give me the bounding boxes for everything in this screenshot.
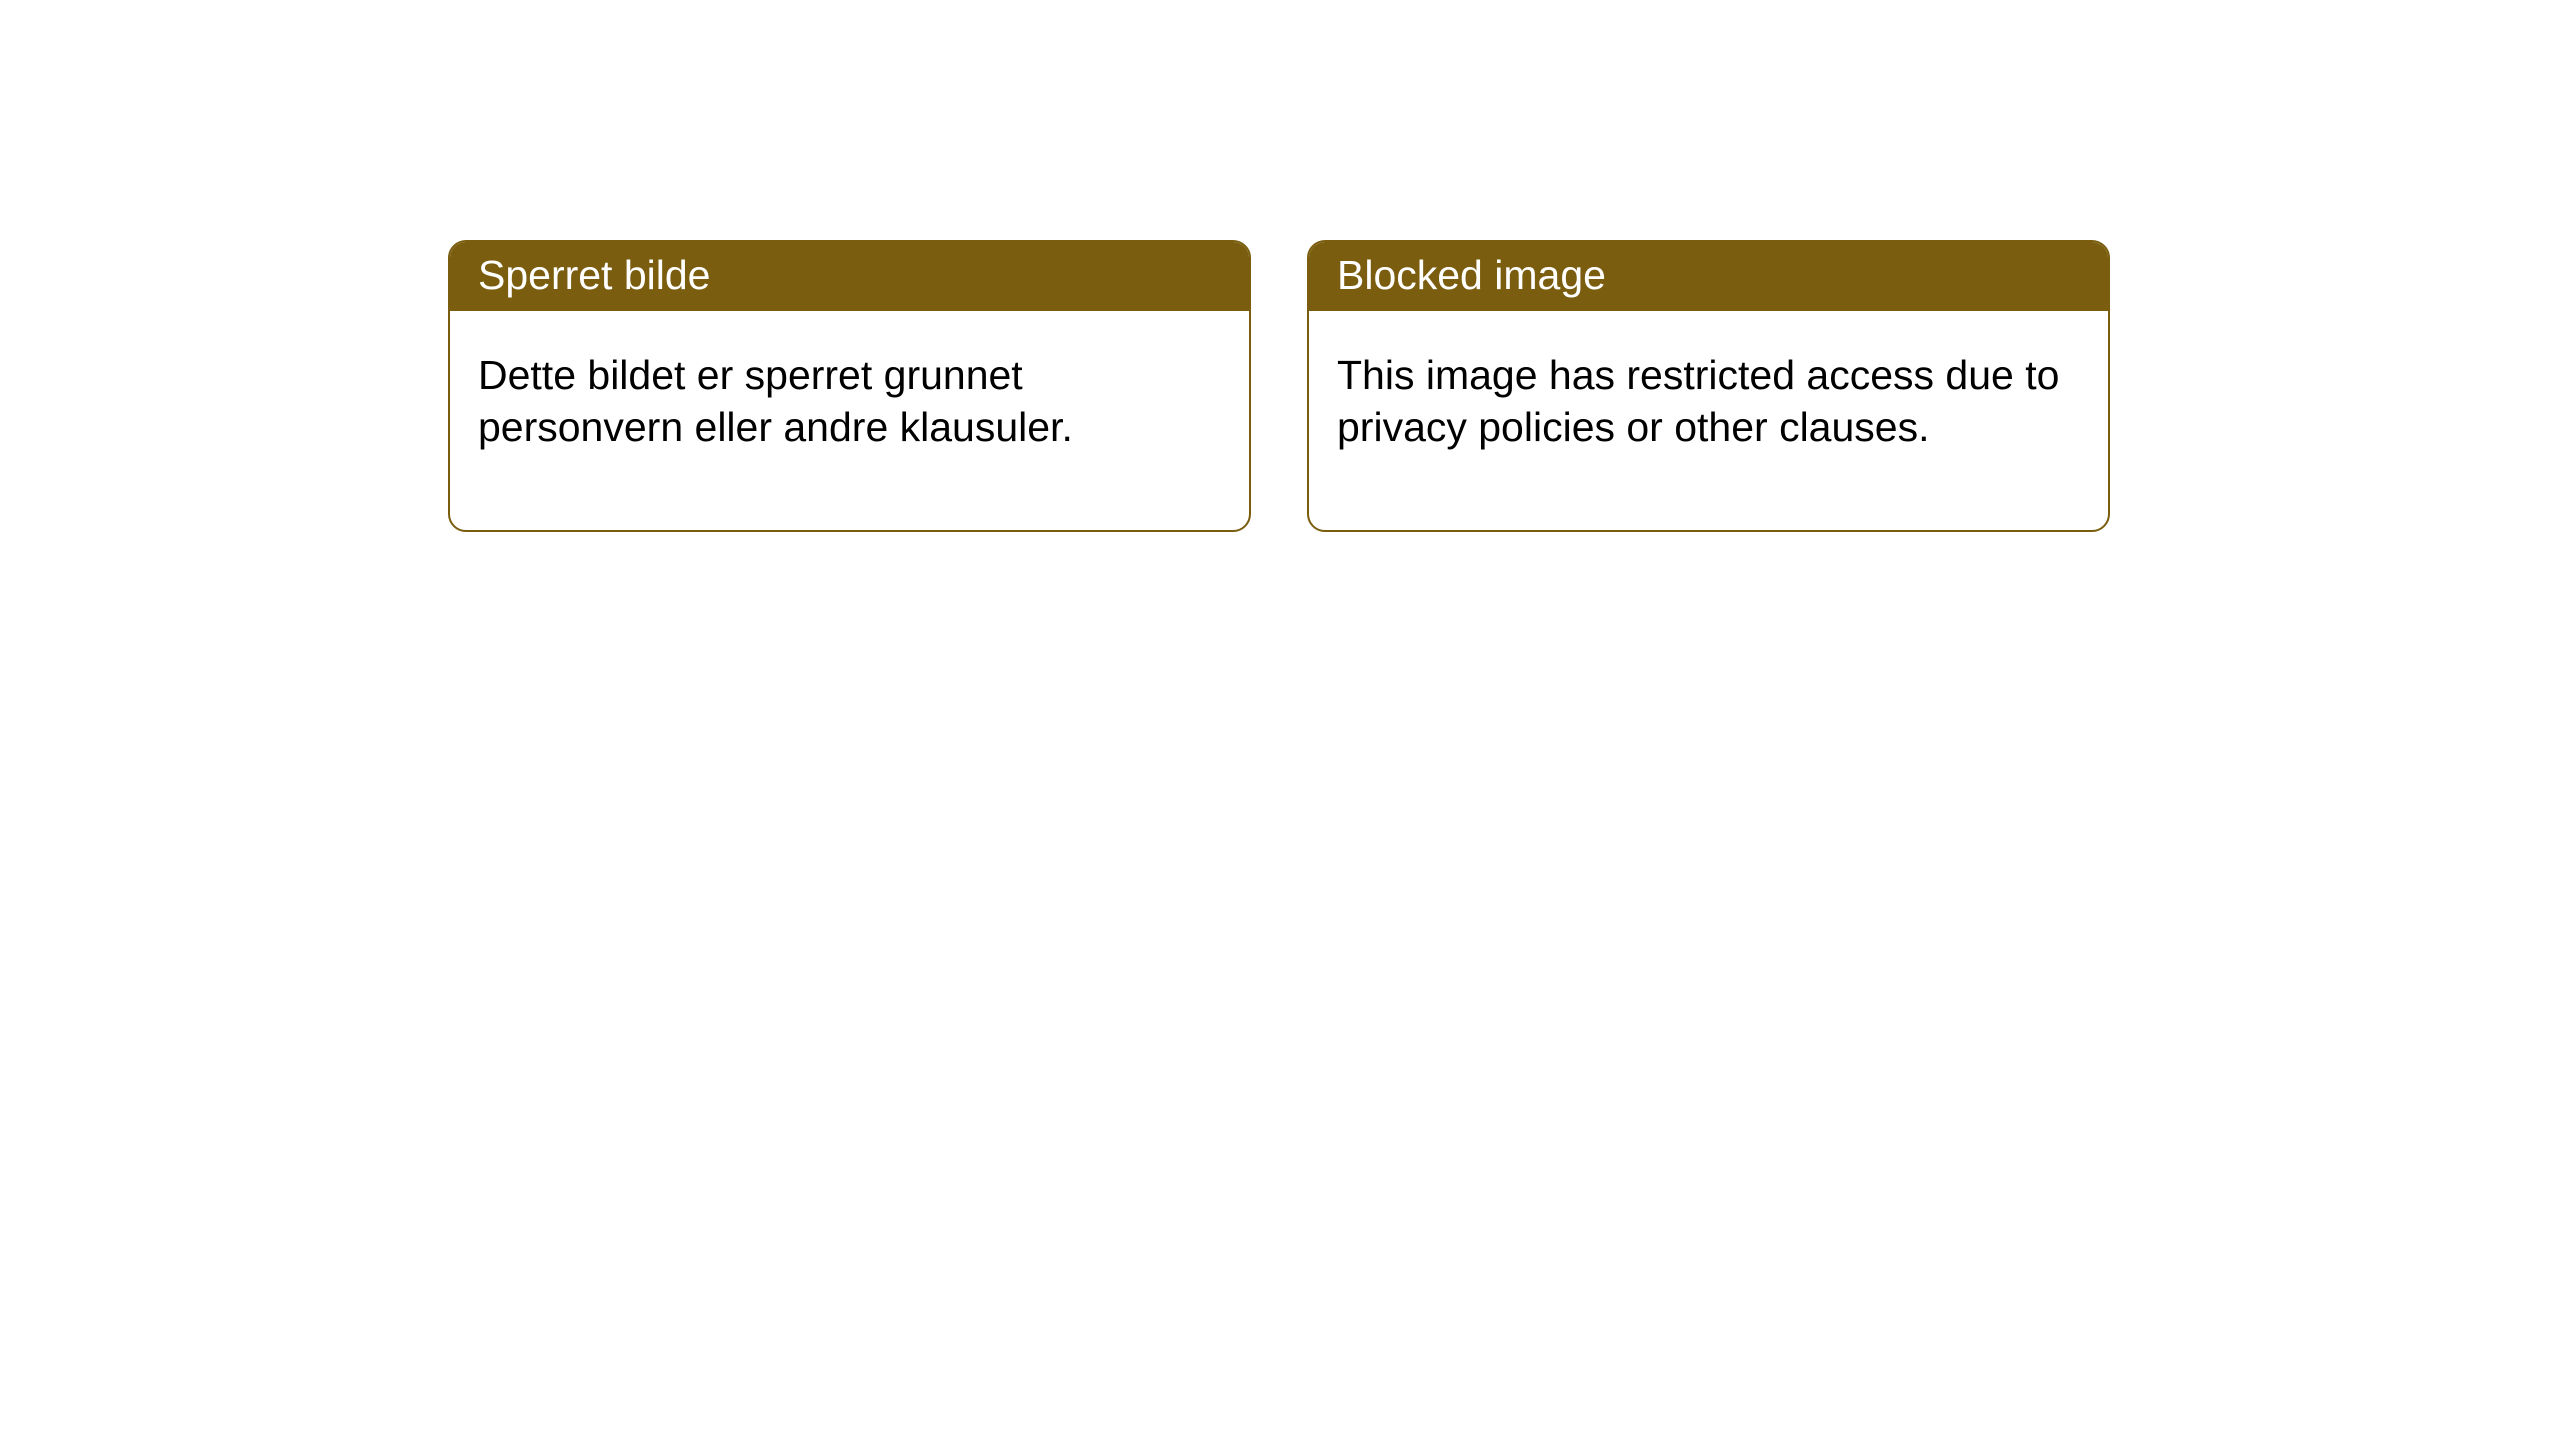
blocked-image-card-en: Blocked image This image has restricted … (1307, 240, 2110, 532)
card-header: Blocked image (1309, 242, 2108, 311)
card-body: Dette bildet er sperret grunnet personve… (450, 311, 1249, 530)
card-body: This image has restricted access due to … (1309, 311, 2108, 530)
notice-container: Sperret bilde Dette bildet er sperret gr… (0, 0, 2560, 532)
card-header: Sperret bilde (450, 242, 1249, 311)
blocked-image-card-no: Sperret bilde Dette bildet er sperret gr… (448, 240, 1251, 532)
